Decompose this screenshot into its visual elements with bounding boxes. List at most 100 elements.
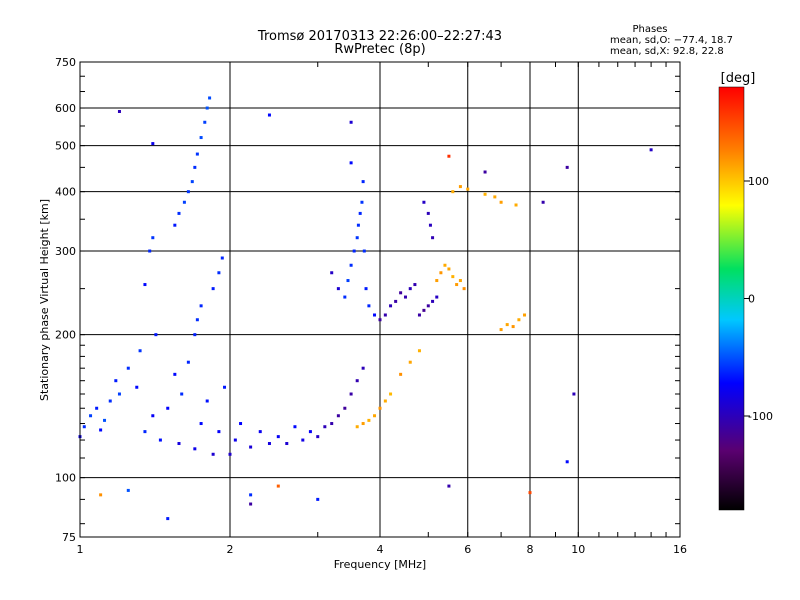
data-point xyxy=(349,161,353,165)
y-tick-label: 300 xyxy=(55,245,76,258)
data-point xyxy=(451,275,455,279)
data-point xyxy=(373,414,377,418)
data-point xyxy=(505,323,509,327)
colorbar-ticks: 100 0 -100 xyxy=(744,175,773,423)
data-point xyxy=(443,263,447,267)
x-tick-label: 10 xyxy=(571,543,585,556)
data-point xyxy=(301,438,305,442)
data-point xyxy=(352,249,356,253)
data-point xyxy=(458,185,462,189)
data-point xyxy=(408,287,412,291)
data-point xyxy=(541,200,545,204)
data-point xyxy=(177,211,181,215)
data-point xyxy=(199,136,203,140)
x-tick-label: 4 xyxy=(377,543,384,556)
y-tick-label: 200 xyxy=(55,329,76,342)
data-point xyxy=(417,313,421,317)
data-point xyxy=(356,223,360,227)
data-point xyxy=(151,414,155,418)
data-point xyxy=(517,318,521,322)
y-tick-label: 400 xyxy=(55,186,76,199)
data-point xyxy=(349,120,353,124)
y-tick-label: 600 xyxy=(55,102,76,115)
data-point xyxy=(373,313,377,317)
data-point xyxy=(649,148,653,152)
data-point xyxy=(343,295,347,299)
chart-subtitle: RwPretec (8p) xyxy=(334,42,425,57)
data-point xyxy=(193,333,197,337)
data-point xyxy=(355,236,359,240)
stats-o: mean, sd,O: −77.4, 18.7 xyxy=(610,35,733,46)
data-point xyxy=(360,200,364,204)
data-point xyxy=(499,200,503,204)
data-point xyxy=(349,263,353,267)
data-point xyxy=(258,430,262,434)
data-point xyxy=(203,120,207,124)
y-tick-labels: 75 100 200 300 400 500 600 750 xyxy=(55,56,76,544)
data-point xyxy=(422,200,426,204)
y-axis-label: Stationary phase Virtual Height [km] xyxy=(38,199,51,401)
y-tick-label: 100 xyxy=(55,472,76,485)
data-point xyxy=(249,502,253,506)
data-point xyxy=(378,406,382,410)
data-point xyxy=(565,460,569,464)
colorbar xyxy=(718,86,745,511)
x-tick-label: 8 xyxy=(527,543,534,556)
data-point xyxy=(166,517,170,521)
data-point xyxy=(186,190,190,194)
data-point xyxy=(362,249,366,253)
data-point xyxy=(217,271,221,275)
data-point xyxy=(82,425,86,429)
data-point xyxy=(330,422,334,426)
data-point xyxy=(114,379,118,383)
data-point xyxy=(99,493,103,497)
data-point xyxy=(572,392,576,396)
data-point xyxy=(394,299,398,303)
x-axis-label: Frequency [MHz] xyxy=(334,558,426,571)
data-point xyxy=(447,484,451,488)
data-point xyxy=(103,418,107,422)
data-point xyxy=(493,195,497,199)
y-tick-label: 500 xyxy=(55,140,76,153)
data-point xyxy=(276,435,280,439)
data-point xyxy=(389,304,393,308)
data-point xyxy=(293,425,297,429)
stats-header: Phases xyxy=(632,24,667,35)
data-point xyxy=(126,488,130,492)
data-point xyxy=(151,236,155,240)
data-point xyxy=(358,211,362,215)
data-point xyxy=(193,447,197,451)
data-point xyxy=(413,283,417,287)
data-point xyxy=(417,349,421,353)
data-point xyxy=(514,203,518,207)
data-point xyxy=(389,392,393,396)
data-point xyxy=(336,414,340,418)
data-point xyxy=(308,430,312,434)
data-point xyxy=(483,192,487,196)
data-point xyxy=(435,295,439,299)
colorbar-tick-label: 100 xyxy=(748,175,769,188)
data-point xyxy=(173,223,177,227)
data-point xyxy=(447,154,451,158)
data-point xyxy=(267,113,271,117)
data-point xyxy=(343,406,347,410)
data-point xyxy=(228,452,232,456)
data-point xyxy=(211,452,215,456)
colorbar-label: [deg] xyxy=(721,71,756,86)
data-point xyxy=(195,318,199,322)
data-point xyxy=(346,279,350,283)
data-point xyxy=(399,291,403,295)
data-point xyxy=(367,304,371,308)
data-point xyxy=(330,271,334,275)
data-point xyxy=(249,445,253,449)
data-point xyxy=(355,379,359,383)
data-point xyxy=(408,360,412,364)
data-point xyxy=(403,295,407,299)
axis-ticks xyxy=(79,61,681,538)
colorbar-tick-label: -100 xyxy=(748,410,773,423)
data-point xyxy=(364,287,368,291)
data-point xyxy=(431,236,435,240)
data-point xyxy=(173,372,177,376)
data-point xyxy=(383,399,387,403)
